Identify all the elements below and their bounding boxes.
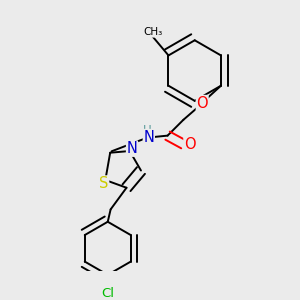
Text: O: O (196, 95, 208, 110)
Text: S: S (99, 176, 109, 191)
Text: O: O (184, 137, 196, 152)
Text: CH₃: CH₃ (144, 27, 163, 37)
Text: H: H (143, 124, 152, 137)
Text: N: N (143, 130, 154, 145)
Text: Cl: Cl (101, 287, 114, 300)
Text: N: N (127, 141, 137, 156)
